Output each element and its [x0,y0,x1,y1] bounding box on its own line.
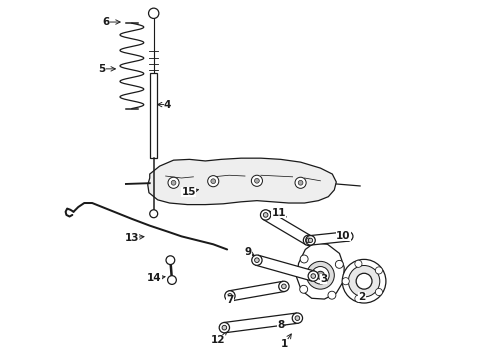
Text: 14: 14 [147,274,162,283]
Circle shape [346,234,350,239]
Circle shape [303,235,314,246]
Circle shape [219,323,229,333]
Circle shape [251,175,263,186]
Polygon shape [263,211,311,245]
Circle shape [279,281,289,292]
Circle shape [312,266,329,284]
Circle shape [148,8,159,18]
Circle shape [261,210,271,220]
Circle shape [211,179,216,184]
Circle shape [208,176,219,187]
Circle shape [292,313,302,323]
Text: 10: 10 [336,230,351,240]
Polygon shape [296,243,344,299]
Circle shape [222,325,227,330]
Circle shape [308,271,318,281]
Circle shape [168,177,179,188]
Circle shape [252,255,262,265]
Polygon shape [224,313,298,333]
Circle shape [263,213,268,217]
Text: 1: 1 [281,338,288,348]
Bar [150,73,157,158]
Circle shape [308,238,313,243]
Circle shape [254,179,259,183]
Polygon shape [148,158,336,204]
Circle shape [355,260,362,267]
Circle shape [317,271,324,279]
Polygon shape [229,281,285,301]
Text: 12: 12 [211,334,225,345]
Circle shape [227,293,232,298]
Circle shape [328,291,336,299]
Circle shape [295,177,306,188]
Circle shape [348,265,380,297]
Circle shape [150,210,158,218]
Polygon shape [310,231,349,245]
Polygon shape [255,255,315,281]
Text: 15: 15 [181,187,196,197]
Circle shape [306,238,311,243]
Text: 7: 7 [226,295,234,305]
Circle shape [300,285,308,293]
Circle shape [282,284,286,289]
Text: 3: 3 [320,274,327,284]
Circle shape [306,235,315,245]
Circle shape [168,276,176,284]
Text: 9: 9 [245,247,252,257]
Circle shape [375,288,383,296]
Text: 6: 6 [102,17,110,27]
Circle shape [298,180,303,185]
Circle shape [166,256,175,265]
Circle shape [375,267,383,274]
Text: 5: 5 [98,64,106,74]
Circle shape [295,316,300,320]
Circle shape [300,255,308,263]
Circle shape [225,291,235,301]
Circle shape [342,278,349,285]
Circle shape [335,260,343,268]
Text: 2: 2 [359,292,366,302]
Circle shape [307,261,334,289]
Text: 13: 13 [124,233,139,243]
Circle shape [342,260,386,303]
Circle shape [355,295,362,302]
Text: 11: 11 [271,208,286,217]
Text: 4: 4 [164,100,171,109]
Circle shape [255,258,259,262]
Circle shape [171,180,176,185]
Text: 8: 8 [277,320,284,330]
Circle shape [311,274,316,278]
Circle shape [356,273,372,289]
Circle shape [343,231,353,241]
